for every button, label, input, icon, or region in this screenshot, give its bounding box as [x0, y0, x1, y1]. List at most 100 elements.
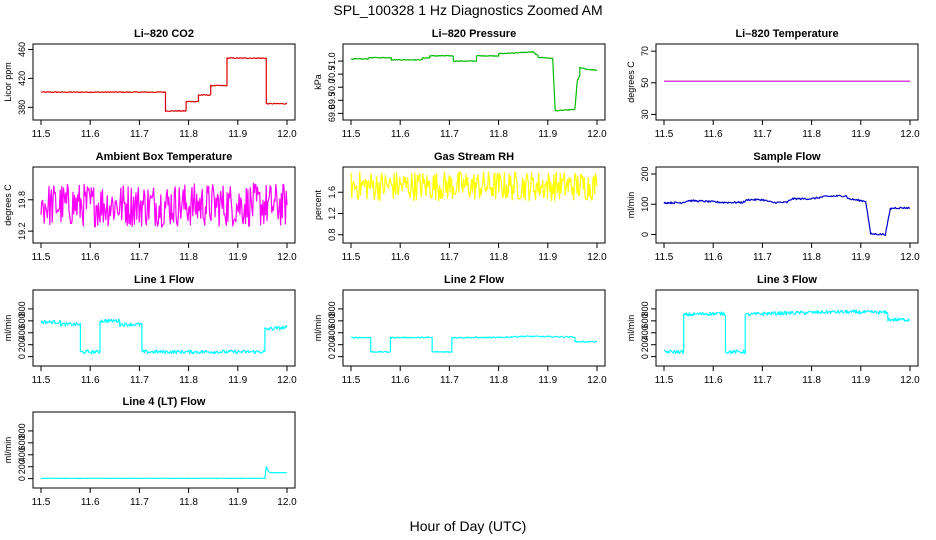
- chart-title: Sample Flow: [753, 151, 821, 163]
- x-tick-label: 11.8: [179, 252, 198, 263]
- x-tick-label: 11.7: [130, 375, 149, 386]
- x-axis-title: Hour of Day (UTC): [409, 518, 527, 534]
- series-line: [350, 50, 598, 112]
- x-tick-label: 12.0: [277, 375, 297, 386]
- y-axis-label: degrees C: [3, 184, 13, 226]
- plot-frame: [655, 289, 919, 367]
- y-axis-label: degrees C: [626, 61, 636, 103]
- x-tick-label: 11.7: [753, 252, 772, 263]
- y-axis-label: ml/min: [3, 315, 13, 342]
- y-tick-label: 600: [17, 313, 27, 328]
- chart-title: Li–820 Temperature: [735, 28, 838, 40]
- chart-panel: Line 1 Flow 11.5 11.6 11.7 11.8 11.9 12.0 0 2004…: [3, 274, 297, 386]
- y-axis-label: ml/min: [626, 192, 636, 219]
- chart-panel: Ambient Box Temperature 11.5 11.6 11.7 11.8 1…: [3, 151, 297, 263]
- y-tick-label: 200: [640, 337, 650, 352]
- x-tick-label: 11.8: [802, 375, 821, 386]
- chart-panel: Gas Stream RH 11.5 11.6 11.7 11.8 11.9 12.0 0.8…: [313, 151, 607, 263]
- series-line: [351, 335, 598, 353]
- x-tick-label: 11.5: [655, 252, 674, 263]
- x-tick-label: 11.9: [228, 375, 247, 386]
- y-tick-label: 71.0: [327, 52, 337, 70]
- y-tick-label: 600: [640, 313, 650, 328]
- x-tick-label: 12.0: [900, 375, 920, 386]
- chart-panel: Li–820 Pressure 11.5 11.6 11.7 11.8 11.9 12.0 6…: [313, 28, 607, 140]
- x-tick-label: 11.7: [440, 252, 459, 263]
- chart-title: Line 4 (LT) Flow: [123, 396, 206, 408]
- chart-title: Gas Stream RH: [434, 151, 514, 163]
- y-tick-label: 400: [640, 325, 650, 340]
- x-tick-label: 11.5: [32, 497, 51, 508]
- x-tick-label: 11.8: [179, 375, 198, 386]
- x-tick-label: 11.9: [228, 129, 247, 140]
- y-axis-label: percent: [313, 189, 323, 220]
- y-tick-label: 70: [640, 46, 650, 56]
- series-line: [663, 309, 911, 355]
- x-tick-label: 11.8: [489, 129, 508, 140]
- x-tick-label: 11.9: [851, 375, 870, 386]
- y-tick-label: 800: [640, 301, 650, 316]
- plot-frame: [342, 43, 606, 121]
- y-axis-label: ml/min: [313, 315, 323, 342]
- x-tick-label: 11.5: [342, 252, 361, 263]
- x-tick-label: 11.7: [753, 375, 772, 386]
- y-tick-label: 1.6: [327, 186, 337, 199]
- y-tick-label: 19.8: [17, 191, 27, 209]
- y-axis-label: Licor ppm: [3, 62, 13, 102]
- y-axis-label: kPa: [313, 74, 323, 90]
- plot-frame: [32, 289, 296, 367]
- x-tick-label: 11.9: [228, 252, 247, 263]
- series-line: [40, 182, 288, 228]
- chart-title: Ambient Box Temperature: [96, 151, 233, 163]
- y-tick-label: 200: [17, 337, 27, 352]
- x-tick-label: 11.8: [179, 129, 198, 140]
- plot-frame: [655, 43, 919, 121]
- series-line: [350, 171, 598, 202]
- x-tick-label: 11.5: [32, 129, 51, 140]
- plot-frame: [655, 166, 919, 244]
- x-tick-label: 11.6: [704, 129, 723, 140]
- y-tick-label: 70.0: [327, 78, 337, 96]
- x-tick-label: 11.9: [538, 375, 557, 386]
- x-tick-label: 11.9: [538, 129, 557, 140]
- chart-title: Line 2 Flow: [444, 274, 504, 286]
- x-tick-label: 11.7: [440, 375, 459, 386]
- y-tick-label: 600: [327, 313, 337, 328]
- y-tick-label: 400: [327, 325, 337, 340]
- chart-panel: Line 2 Flow 11.5 11.6 11.7 11.8 11.9 12.0 0 2004…: [313, 274, 607, 386]
- y-tick-label: 0: [327, 354, 337, 359]
- x-tick-label: 11.6: [81, 252, 100, 263]
- plot-frame: [32, 166, 296, 244]
- series-line: [41, 466, 288, 480]
- chart-panel: Line 3 Flow 11.5 11.6 11.7 11.8 11.9 12.0 0 2004…: [626, 274, 920, 386]
- y-tick-label: 600: [17, 435, 27, 450]
- y-tick-label: 420: [17, 71, 27, 86]
- y-tick-label: 200: [640, 167, 650, 182]
- plot-frame: [342, 166, 606, 244]
- chart-title: Line 1 Flow: [134, 274, 194, 286]
- y-tick-label: 30: [640, 109, 650, 119]
- y-axis-label: ml/min: [626, 315, 636, 342]
- x-tick-label: 11.9: [538, 252, 557, 263]
- y-tick-label: 800: [17, 301, 27, 316]
- series-line: [40, 318, 288, 355]
- x-tick-label: 11.7: [753, 129, 772, 140]
- y-tick-label: 0.8: [327, 228, 337, 241]
- plot-frame: [342, 289, 606, 367]
- y-tick-label: 400: [17, 447, 27, 462]
- x-tick-label: 11.6: [81, 129, 100, 140]
- x-tick-label: 11.7: [130, 129, 149, 140]
- page-title: SPL_100328 1 Hz Diagnostics Zoomed AM: [333, 2, 603, 18]
- x-tick-label: 11.8: [802, 129, 821, 140]
- chart-title: Line 3 Flow: [757, 274, 817, 286]
- x-tick-label: 11.6: [704, 252, 723, 263]
- x-tick-label: 11.7: [130, 497, 149, 508]
- y-tick-label: 19.2: [17, 222, 27, 240]
- x-tick-label: 11.9: [851, 252, 870, 263]
- y-tick-label: 380: [17, 100, 27, 115]
- y-tick-label: 0: [17, 354, 27, 359]
- x-tick-label: 11.5: [655, 375, 674, 386]
- y-tick-label: 460: [17, 42, 27, 57]
- y-tick-label: 100: [640, 197, 650, 212]
